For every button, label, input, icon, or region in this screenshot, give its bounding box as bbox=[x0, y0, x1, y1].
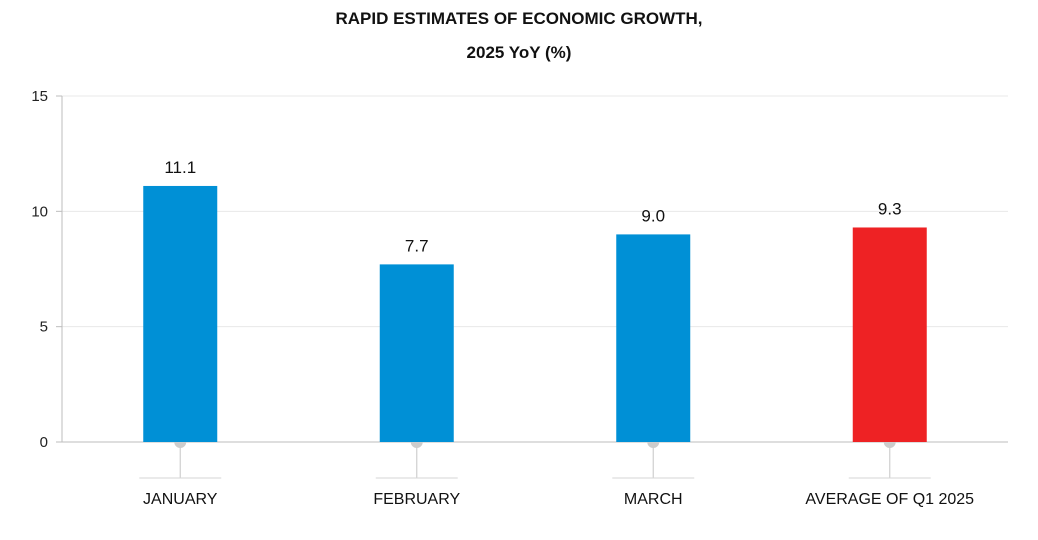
gridlines bbox=[62, 95, 1008, 443]
chart-title-line1: RAPID ESTIMATES OF ECONOMIC GROWTH, bbox=[335, 9, 703, 28]
x-category-label: AVERAGE OF Q1 2025 bbox=[805, 491, 974, 508]
chart-subtitle: 2025 YoY (%) bbox=[466, 43, 572, 62]
bars bbox=[143, 185, 927, 442]
x-category-label: MARCH bbox=[624, 491, 683, 508]
y-tick-label: 15 bbox=[31, 88, 48, 105]
bar-average-of-q1-2025 bbox=[852, 227, 927, 442]
chart-title: RAPID ESTIMATES OF ECONOMIC GROWTH, 2025… bbox=[0, 2, 1038, 70]
x-category-label: FEBRUARY bbox=[373, 491, 460, 508]
y-tick-label: 0 bbox=[40, 434, 48, 451]
value-label: 9.3 bbox=[878, 199, 902, 218]
labels: 11.1 JANUARY 7.7 FEBRUARY 9.0 MARCH 9.3 AVERAGE… bbox=[143, 158, 974, 508]
bar-january bbox=[143, 185, 218, 442]
value-label: 11.1 bbox=[164, 158, 196, 177]
bar-february bbox=[379, 264, 454, 442]
value-label: 7.7 bbox=[405, 236, 429, 255]
y-tick-label: 5 bbox=[40, 319, 48, 336]
value-label: 9.0 bbox=[641, 206, 665, 225]
bar-march bbox=[616, 234, 691, 442]
y-tick-label: 10 bbox=[31, 203, 48, 220]
x-category-label: JANUARY bbox=[143, 491, 218, 508]
